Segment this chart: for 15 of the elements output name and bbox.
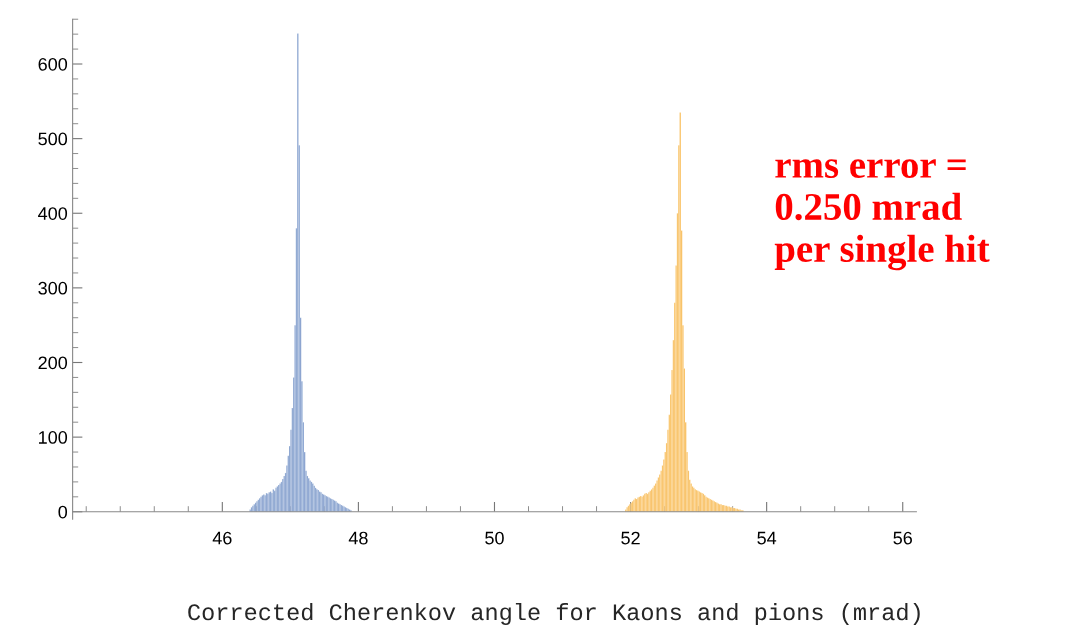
annotation: rms error = 0.250 mrad per single hit: [774, 159, 990, 271]
x-tick-label: 54: [757, 531, 777, 545]
x-tick-label: 48: [348, 531, 368, 545]
y-tick-label: 400: [38, 207, 68, 220]
x-tick-label: 46: [212, 531, 232, 545]
y-tick-label: 0: [58, 505, 68, 519]
x-tick-label: 50: [485, 531, 504, 545]
x-axis-title: Corrected Cherenkov angle for Kaons and pions (mrad): [188, 602, 920, 625]
y-tick-label: 600: [38, 57, 68, 71]
y-tick-label: 100: [39, 431, 68, 444]
y-tick-label: 300: [38, 281, 68, 295]
x-tick-label: 52: [621, 531, 640, 545]
y-tick-label: 500: [38, 132, 68, 146]
x-tick-label: 56: [893, 531, 912, 545]
y-tick-label: 200: [38, 356, 68, 370]
